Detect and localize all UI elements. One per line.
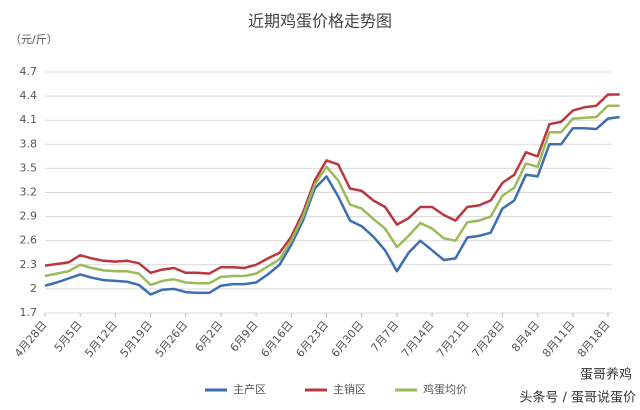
y-tick-label: 4.4 (20, 89, 38, 102)
watermark: 头条号 / 蛋哥说蛋价 (519, 390, 636, 406)
y-tick-label: 2 (30, 282, 37, 295)
series-line (44, 93, 620, 275)
y-tick-label: 3.5 (20, 161, 38, 174)
y-tick-label: 3.2 (20, 186, 38, 199)
chart-title: 近期鸡蛋价格走势图 (248, 12, 392, 31)
legend-label: 鸡蛋均价 (423, 382, 467, 396)
y-tick-label: 3.8 (20, 137, 38, 150)
y-axis-label: （元/斤） (10, 33, 58, 46)
y-tick-label: 4.7 (20, 65, 38, 78)
legend: 主产区 主销区 鸡蛋均价 (205, 382, 467, 396)
y-tick-label: 2.9 (20, 210, 38, 223)
legend-label: 主产区 (233, 382, 266, 396)
series-line (44, 104, 620, 287)
y-tick-label: 2.6 (20, 234, 38, 247)
series-line (44, 115, 620, 296)
legend-label: 主销区 (333, 382, 366, 396)
y-tick-label: 1.7 (20, 306, 38, 319)
y-tick-label: 2.3 (20, 258, 38, 271)
y-tick-label: 4.1 (20, 113, 38, 126)
watermark: 蛋哥养鸡 (580, 367, 632, 383)
